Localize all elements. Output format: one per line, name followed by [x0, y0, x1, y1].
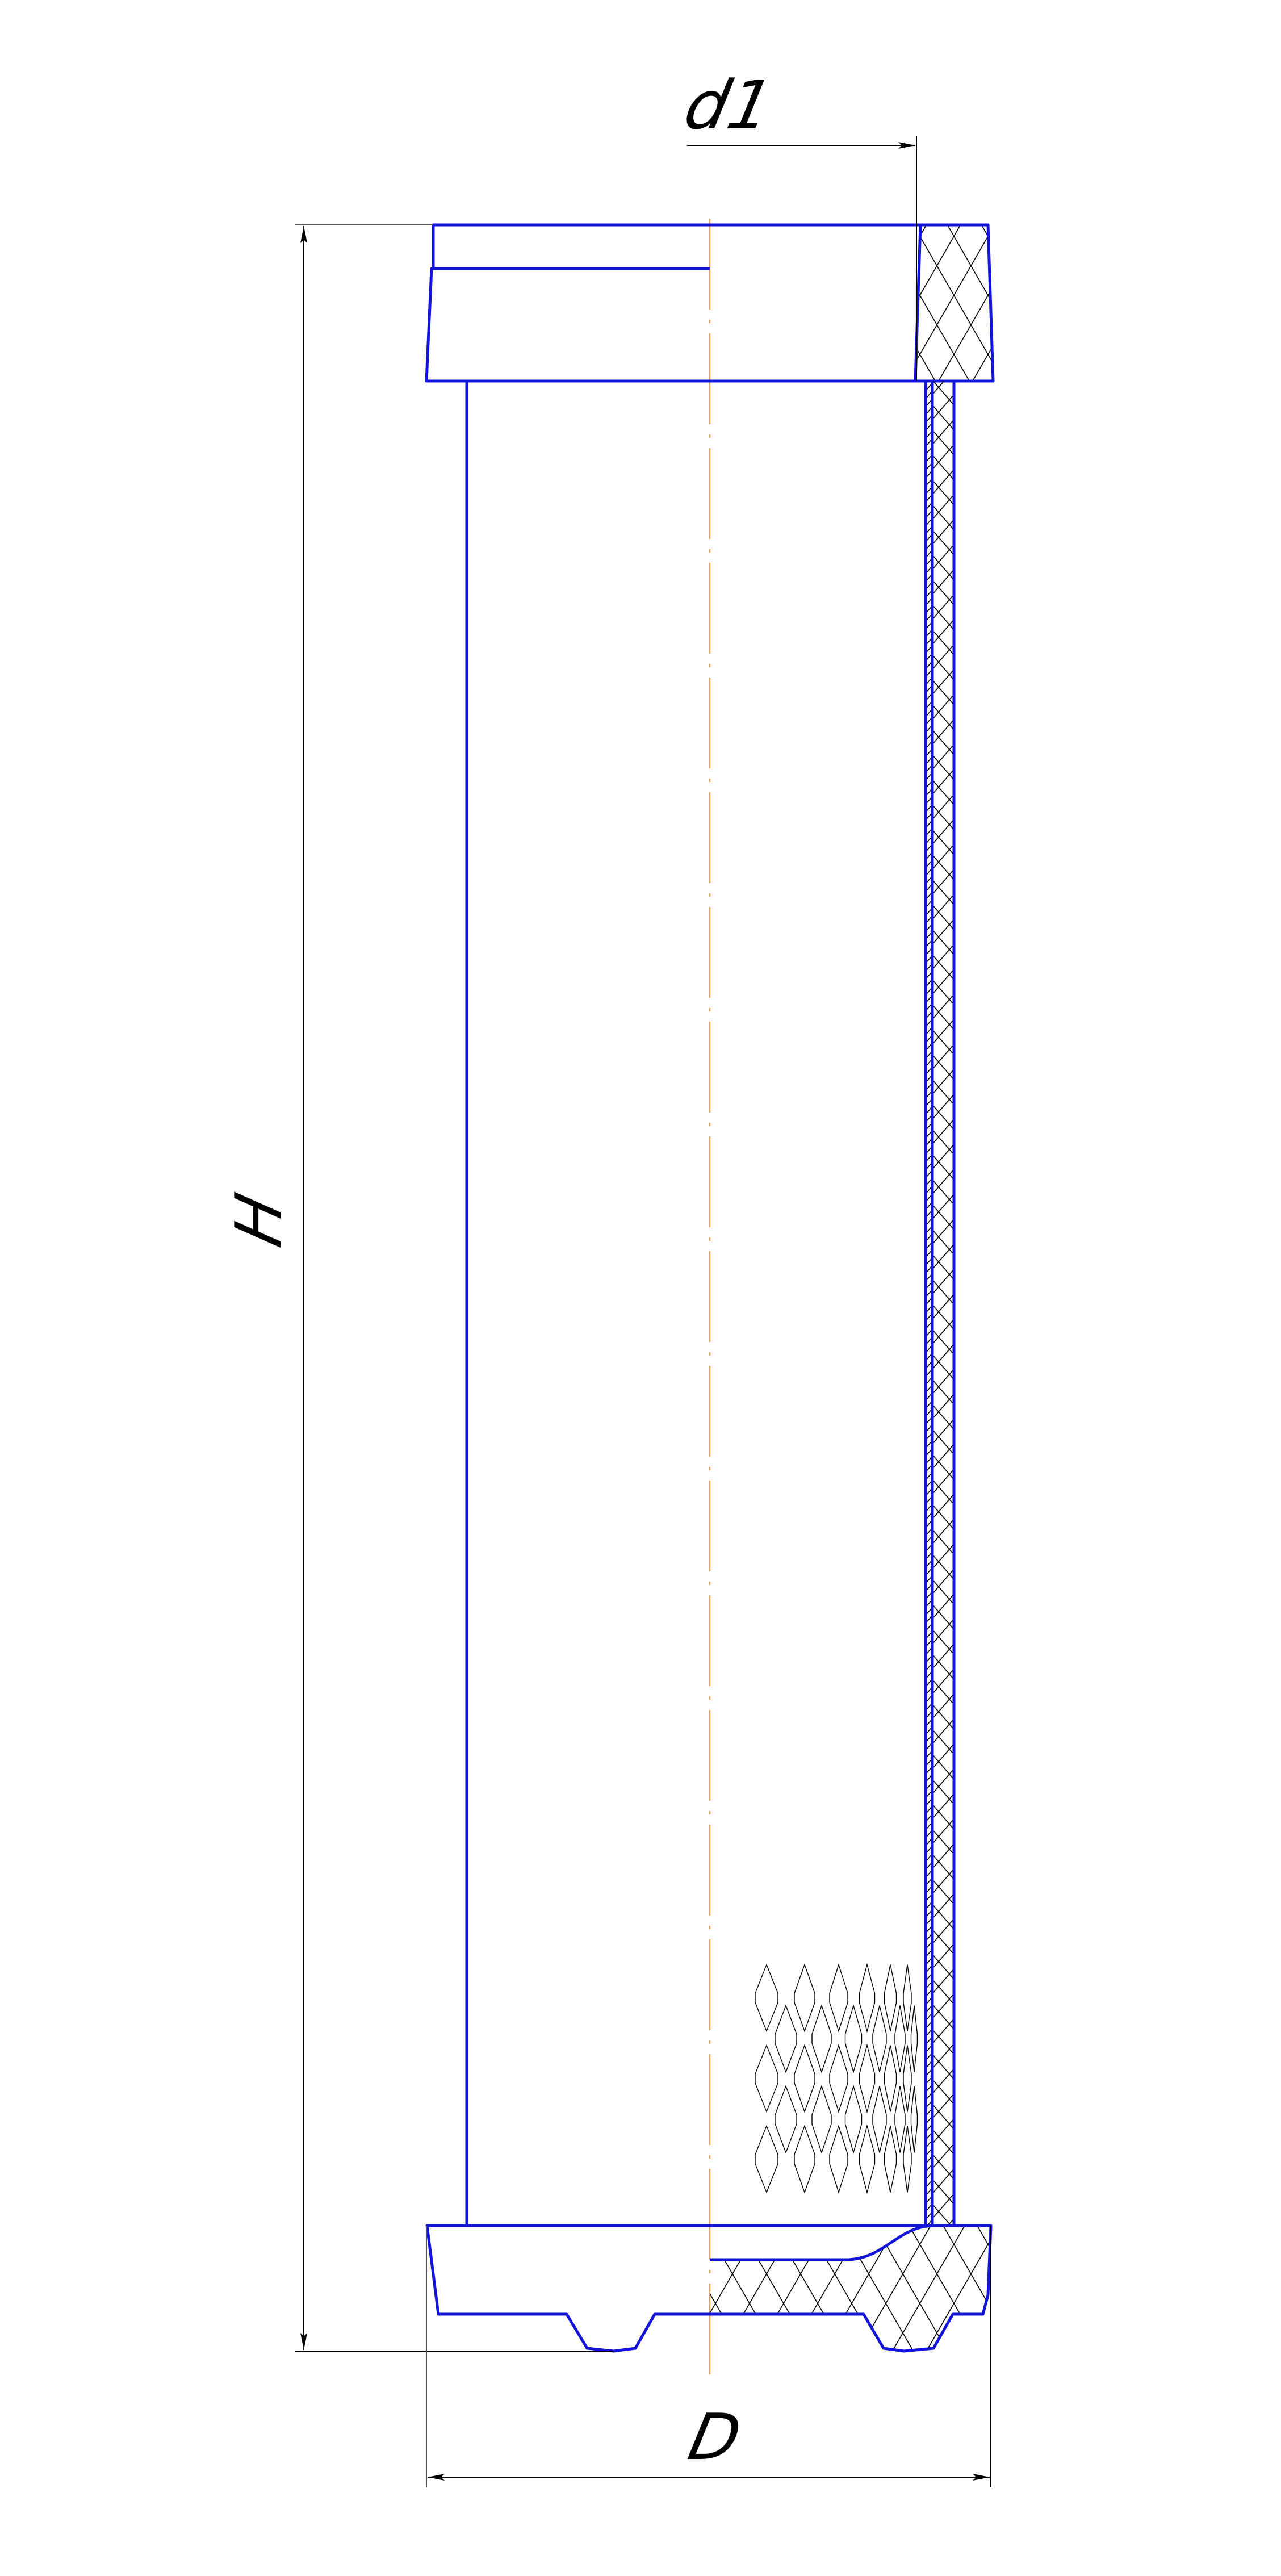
perforation-diamond: [844, 2084, 863, 2155]
perforation-diamond: [775, 2004, 797, 2073]
h-label: H: [221, 1187, 296, 1253]
perforation-diamond: [859, 1963, 876, 2033]
perforation-diamond: [859, 2043, 876, 2114]
perforation-diamond: [829, 2125, 848, 2194]
perforation-diamond: [844, 2004, 863, 2074]
perforation-diamond: [811, 2085, 832, 2154]
perforation-diamond: [755, 2125, 778, 2194]
perforation-diamond: [829, 2044, 848, 2113]
d-label: D: [683, 2400, 747, 2474]
perforation-diamond: [755, 2044, 778, 2113]
perforation-diamond: [829, 1963, 848, 2033]
bottom-cap-hatch: [710, 2226, 991, 2351]
perforation-diamond: [755, 1963, 778, 2033]
dimension-d1: d1: [678, 66, 917, 381]
perforated-mesh-pattern: [755, 1963, 918, 2194]
bottom-end-cap: [425, 2224, 993, 2353]
perforation-diamond: [894, 2005, 906, 2072]
d1-label: d1: [678, 66, 780, 144]
perforation-diamond: [794, 2044, 815, 2113]
perforation-diamond: [794, 1963, 815, 2033]
perforation-diamond: [859, 2124, 876, 2194]
perforation-diamond: [872, 2086, 887, 2153]
filter-wall-section: [924, 381, 956, 2226]
perforation-diamond: [794, 2125, 815, 2194]
perforation-diamond: [811, 2004, 832, 2073]
dimension-h: H: [221, 224, 614, 2352]
perforation-diamond: [775, 2085, 797, 2154]
perforation-diamond: [884, 2126, 897, 2193]
perforation-diamond: [872, 2005, 887, 2072]
top-cap-seal-hatch: [915, 225, 993, 381]
perforation-diamond: [903, 2126, 912, 2193]
perforation-diamond: [903, 2045, 912, 2112]
perforation-diamond: [884, 1964, 897, 2031]
perforation-diamond: [910, 2005, 918, 2072]
perforation-diamond: [910, 2086, 918, 2153]
perforation-diamond: [884, 2045, 897, 2112]
perforation-diamond: [903, 1964, 912, 2031]
perforation-diamond: [894, 2086, 906, 2153]
